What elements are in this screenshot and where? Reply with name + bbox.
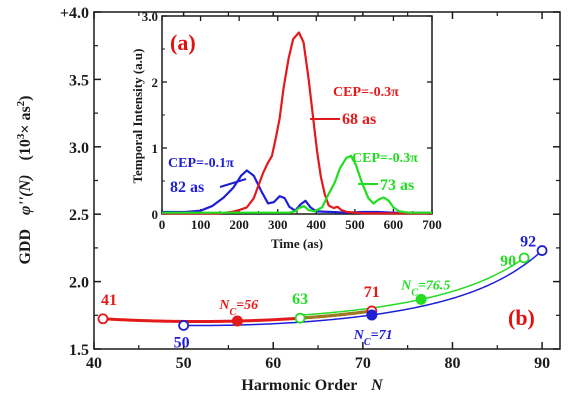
- y-label-unit-exp2: 2: [15, 100, 27, 106]
- y-label-unit-tail: × as: [17, 106, 34, 133]
- nc-value: =56: [236, 298, 258, 313]
- intensity-curve-green: [162, 154, 432, 214]
- gdd-markers: [97, 245, 548, 331]
- intensity-curve-red: [162, 31, 432, 215]
- nc-marker: [415, 293, 427, 305]
- nc-marker: [366, 309, 378, 321]
- blue-cep-label: CEP=-0.1π: [168, 156, 234, 171]
- inset-x-tick-label: 700: [422, 217, 442, 232]
- red-cep-label: CEP=-0.3π: [333, 85, 399, 100]
- y-label-symbol: φ''(N): [17, 174, 34, 214]
- inset-plot-background: [162, 16, 432, 214]
- gdd-curves: [102, 250, 543, 327]
- harmonic-label: 50: [174, 334, 190, 351]
- inset-y-tick-label: 3.0: [142, 9, 158, 24]
- inset-x-tick-label: 300: [268, 217, 288, 232]
- y-label-unit-close: ): [17, 95, 34, 100]
- harmonic-label: 90: [500, 253, 516, 270]
- inset-x-axis-label: Time (as): [271, 236, 323, 251]
- x-tick-label: 60: [265, 355, 281, 372]
- inset-x-tick-label: 200: [229, 217, 249, 232]
- harmonic-label: 92: [520, 234, 536, 251]
- x-tick-label: 40: [86, 355, 102, 372]
- y-tick-label: +4.0: [60, 5, 89, 22]
- blue-duration-arrow: [219, 178, 247, 188]
- x-tick-label: 90: [534, 355, 550, 372]
- nc-label: NC=71: [353, 328, 393, 348]
- green-duration-label: 73 as: [380, 177, 414, 194]
- green-cep-label: CEP=-0.3π: [352, 151, 418, 166]
- inset-x-tick-label: 0: [159, 217, 166, 232]
- inset-axis-tick-labels: 0 100 200 300 400 500 600 700 0 1 2 3.0: [142, 9, 442, 232]
- inset-x-tick-label: 400: [307, 217, 327, 232]
- nc-value: =76.5: [418, 278, 450, 293]
- y-tick-label: 1.5: [69, 342, 89, 359]
- x-tick-label: 50: [176, 355, 192, 372]
- y-label-unit: (10: [17, 139, 34, 160]
- main-x-axis-label: Harmonic Order N: [241, 377, 384, 394]
- inset-y-tick-label: 2: [152, 75, 159, 90]
- nc-marker: [231, 315, 243, 327]
- open-marker: [178, 320, 190, 331]
- nc-subscript: C: [364, 336, 371, 347]
- y-tick-label: 3.0: [69, 140, 89, 157]
- y-tick-label: 2.0: [69, 275, 89, 292]
- y-label-unit-exp: 3: [15, 133, 27, 139]
- open-marker: [518, 252, 530, 264]
- harmonic-label: 71: [364, 284, 380, 301]
- intensity-curve-blue: [162, 169, 432, 214]
- nc-subscript: C: [411, 287, 418, 298]
- nc-label: NC=56: [218, 298, 258, 318]
- gdd-curve-green: [300, 257, 525, 316]
- harmonic-label: 63: [292, 291, 308, 308]
- panel-b-label: (b): [508, 305, 535, 330]
- inset-y-tick-label: 1: [152, 141, 159, 156]
- nc-label: NC=76.5: [400, 278, 450, 298]
- nc-symbol: N: [353, 328, 365, 343]
- inset-x-tick-label: 100: [191, 217, 211, 232]
- x-tick-label: 70: [355, 355, 371, 372]
- gdd-curve-blue: [183, 250, 543, 327]
- panel-a-label: (a): [170, 30, 196, 55]
- harmonic-label: 41: [101, 292, 117, 309]
- main-axis-tick-labels: 40 50 60 70 80 90 1.5 2.0 2.5 3.0 3.5 +4.0: [60, 5, 550, 372]
- nc-symbol: N: [400, 278, 412, 293]
- inset-y-axis-label: Temporal Intensity (a.u): [130, 49, 145, 184]
- x-tick-label: 80: [444, 355, 460, 372]
- gdd-curve-overlap: [300, 309, 373, 320]
- nc-value: =71: [371, 328, 393, 343]
- inset-x-tick-label: 500: [345, 217, 365, 232]
- open-marker: [294, 312, 306, 324]
- inset-y-tick-label: 0: [152, 207, 159, 222]
- nc-symbol: N: [218, 298, 230, 313]
- open-marker: [536, 245, 548, 256]
- blue-duration-label: 82 as: [170, 179, 204, 196]
- open-marker: [97, 313, 109, 325]
- y-tick-label: 2.5: [69, 207, 89, 224]
- main-y-axis-label: GDD φ''(N) (103× as2): [15, 95, 34, 264]
- y-label-prefix: GDD: [17, 229, 34, 265]
- inset-x-tick-label: 600: [384, 217, 404, 232]
- x-label-text: Harmonic Order: [241, 377, 357, 394]
- red-duration-label: 68 as: [342, 111, 376, 128]
- nc-subscript: C: [230, 307, 237, 318]
- inset-intensity-curves: [162, 31, 432, 215]
- y-tick-label: 3.5: [69, 72, 89, 89]
- x-label-symbol: N: [370, 377, 384, 394]
